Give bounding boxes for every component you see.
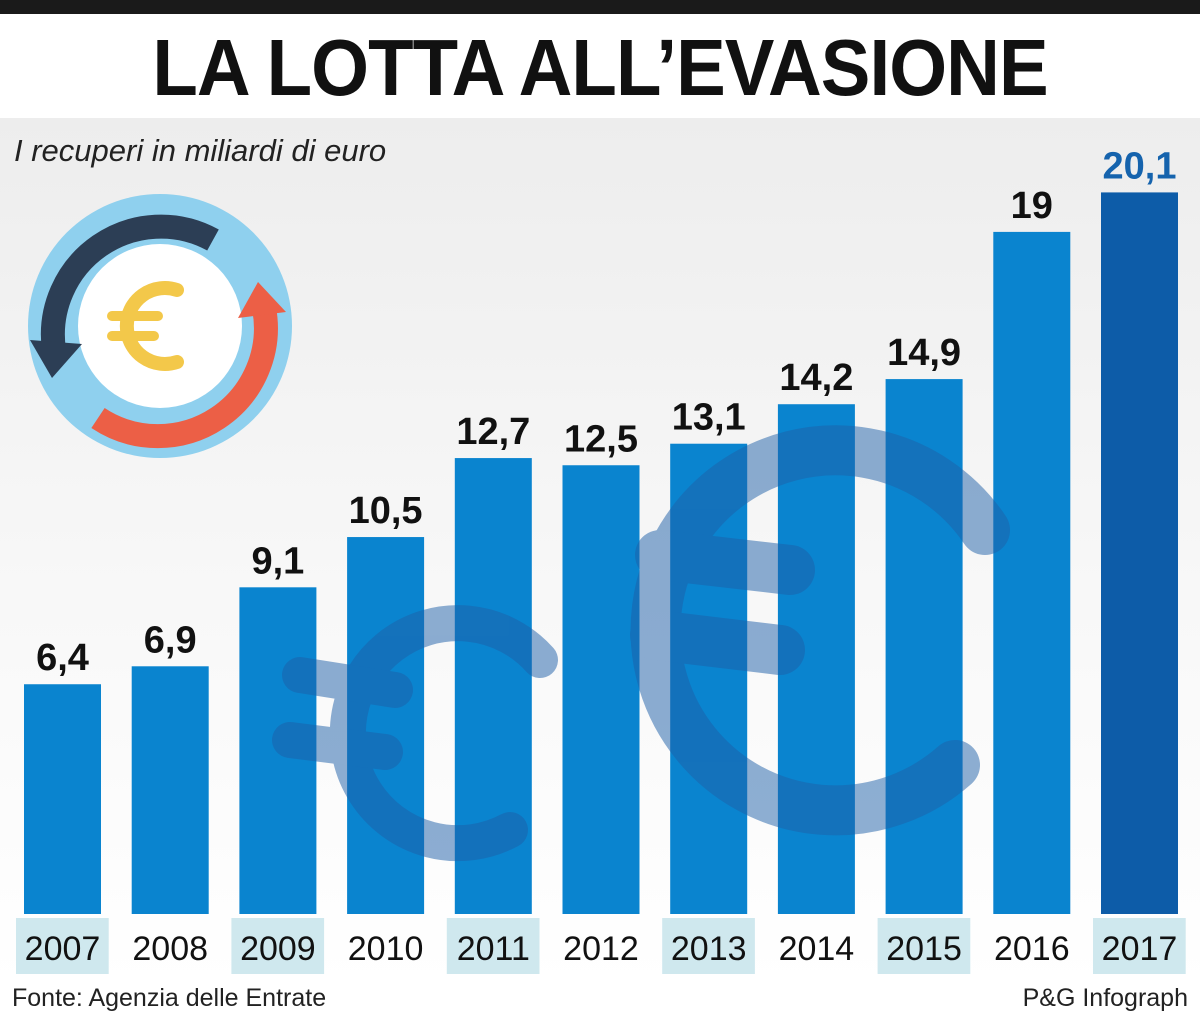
year-band-2011 [446, 918, 540, 974]
dark-arrow-arc [40, 214, 219, 352]
bar-2016 [993, 231, 1071, 914]
chart-subtitle: I recuperi in miliardi di euro [14, 133, 387, 168]
euro-cycle-icon [28, 194, 292, 458]
value-label-2007: 6,4 [36, 637, 89, 679]
euro-cycle-inner-circle [78, 244, 242, 408]
value-label-2008: 6,9 [144, 619, 197, 661]
year-label-2007: 2007 [25, 930, 101, 968]
year-axis: 2007 2008 2009 2010 2011 2012 2013 2014 2015 2016… [16, 918, 1186, 974]
value-label-2016: 19 [1011, 185, 1053, 227]
year-label-2014: 2014 [779, 930, 855, 968]
value-label-2017: 20,1 [1103, 145, 1177, 187]
value-label-2009: 9,1 [251, 540, 304, 582]
year-band-2009 [231, 918, 325, 974]
value-label-2011: 12,7 [456, 411, 530, 453]
top-rule [0, 0, 1200, 14]
year-label-2011: 2011 [457, 930, 530, 968]
credit-note: P&G Infograph [1022, 984, 1188, 1012]
value-label-2010: 10,5 [349, 490, 423, 532]
euro-watermark-icon [272, 425, 1010, 862]
chart-title: LA LOTTA ALL’EVASIONE [152, 23, 1048, 112]
bar-2008 [131, 666, 209, 914]
year-band-2013 [662, 918, 755, 974]
bar-2007 [24, 684, 101, 914]
value-label-2014: 14,2 [779, 357, 853, 399]
euro-sign-icon [107, 281, 184, 371]
value-label-2012: 12,5 [564, 418, 638, 460]
year-label-2016: 2016 [994, 930, 1070, 968]
value-labels: 6,4 6,9 9,1 10,5 12,7 12,5 13,1 14,2 14,9 19 20,1 [36, 145, 1176, 679]
source-note: Fonte: Agenzia delle Entrate [12, 984, 327, 1012]
bar-2012 [562, 465, 640, 914]
year-label-2009: 2009 [240, 930, 316, 968]
euro-watermark-large [630, 425, 1010, 836]
year-band-2007 [16, 918, 109, 974]
year-label-2012: 2012 [563, 930, 639, 968]
dark-arrow-head [30, 340, 82, 378]
year-label-2017: 2017 [1102, 930, 1178, 968]
year-band-2015 [877, 918, 971, 974]
year-band-2017 [1093, 918, 1186, 974]
year-label-2010: 2010 [348, 930, 424, 968]
year-label-2013: 2013 [671, 930, 747, 968]
red-arrow-head [238, 282, 286, 318]
value-label-2015: 14,9 [887, 332, 961, 374]
year-label-2008: 2008 [132, 930, 208, 968]
year-label-2015: 2015 [886, 930, 962, 968]
red-arrow-arc [91, 305, 278, 449]
value-label-2013: 13,1 [672, 397, 746, 439]
bar-2017 [1101, 192, 1178, 914]
euro-watermark-small [272, 605, 558, 862]
